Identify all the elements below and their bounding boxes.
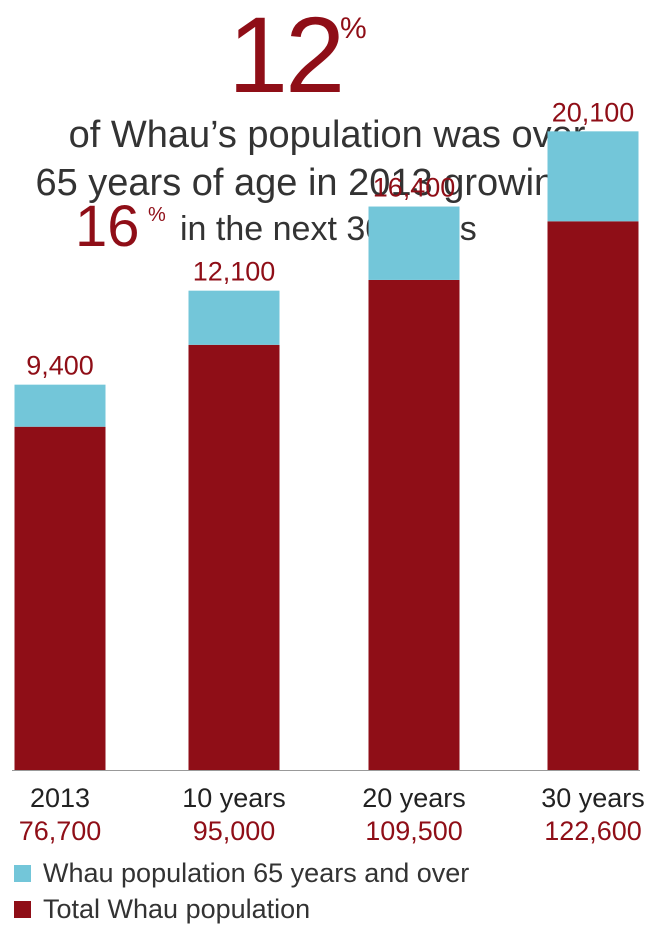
headline-line-2: 65 years of age in 2013 growing to	[35, 162, 619, 204]
headline-big-value: 12	[228, 0, 345, 115]
bar-over65-3	[547, 131, 639, 222]
legend-label-over65: Whau population 65 years and over	[43, 857, 470, 888]
headline: 12 % of Whau’s population was over 65 ye…	[0, 0, 654, 259]
headline-big-unit: %	[340, 12, 367, 45]
data-label-over65-0: 9,400	[26, 351, 94, 381]
x-tick-label-1: 10 years	[182, 783, 286, 813]
legend-swatch-total	[14, 900, 31, 918]
legend: Whau population 65 years and over Total …	[14, 855, 469, 927]
bar-total-2	[368, 279, 460, 770]
bar-total-0	[14, 426, 106, 770]
data-label-over65-2: 16,400	[373, 173, 456, 203]
data-label-over65-1: 12,100	[193, 257, 276, 287]
headline-second-unit: %	[148, 204, 166, 226]
legend-item-total: Total Whau population	[14, 891, 469, 927]
data-label-total-2: 109,500	[365, 816, 463, 846]
headline-line-1: of Whau’s population was over	[68, 114, 586, 156]
bar-over65-2	[368, 206, 460, 280]
data-label-over65-3: 20,100	[552, 97, 635, 127]
headline-second-value: 16	[75, 194, 140, 259]
data-label-total-0: 76,700	[19, 816, 102, 846]
data-label-total-3: 122,600	[544, 816, 642, 846]
bar-over65-0	[14, 384, 106, 427]
x-tick-label-2: 20 years	[362, 783, 466, 813]
x-tick-label-0: 2013	[30, 783, 90, 813]
bar-total-1	[188, 344, 280, 770]
legend-swatch-over65	[14, 864, 31, 882]
legend-label-total: Total Whau population	[43, 893, 311, 924]
x-tick-label-3: 30 years	[541, 783, 645, 813]
bar-over65-1	[188, 290, 280, 345]
legend-item-over65: Whau population 65 years and over	[14, 855, 469, 891]
data-label-total-1: 95,000	[193, 816, 276, 846]
bar-total-3	[547, 221, 639, 770]
